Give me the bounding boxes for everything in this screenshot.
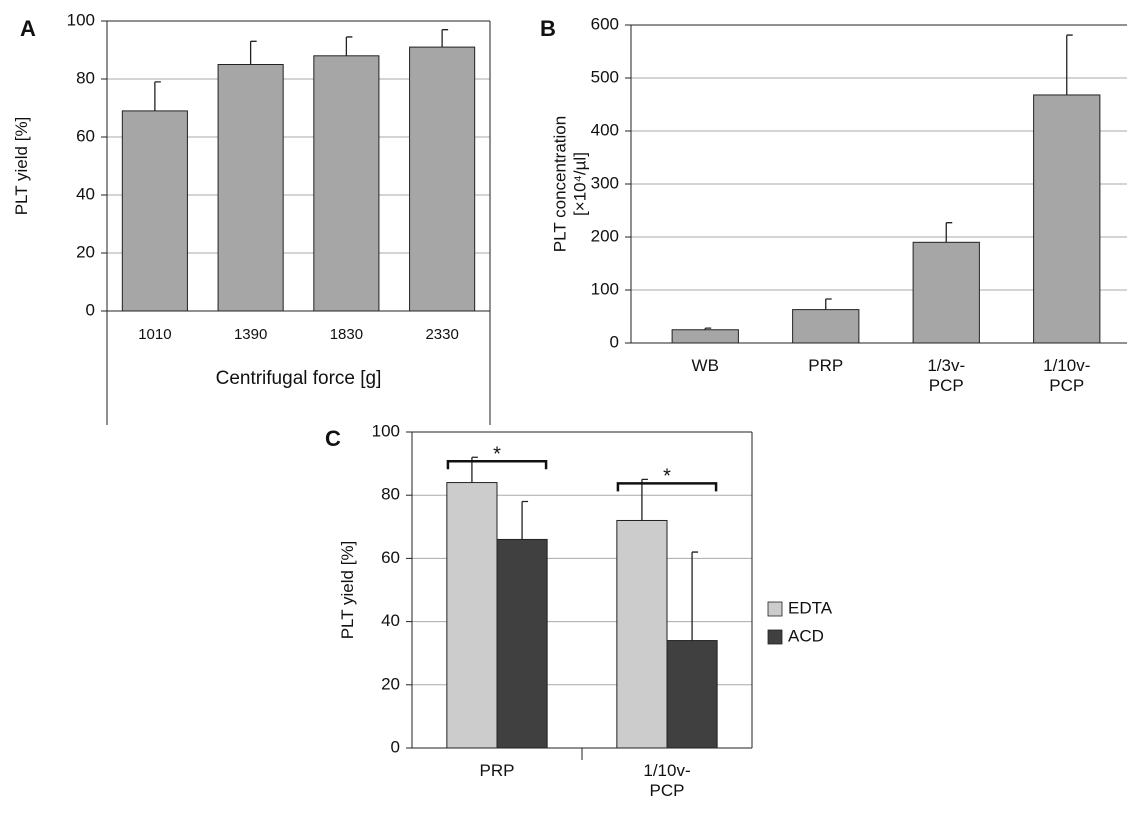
bar <box>313 55 380 312</box>
y-tick-label: 60 <box>381 548 400 567</box>
y-tick-label: 400 <box>591 120 619 139</box>
legend-swatch <box>767 629 783 645</box>
y-tick-label: 40 <box>76 184 95 203</box>
bar <box>446 482 498 749</box>
panel-label: A <box>20 16 36 41</box>
bar <box>496 538 548 749</box>
x-tick-label: 2330 <box>425 326 459 343</box>
y-tick-label: 60 <box>76 126 95 145</box>
error-bar <box>641 478 648 521</box>
error-bar <box>945 222 953 243</box>
error-bar <box>691 551 699 641</box>
y-tick-label: 0 <box>391 737 400 756</box>
significance-bracket <box>616 482 718 492</box>
y-tick-label: 80 <box>76 68 95 87</box>
y-tick-label: 80 <box>381 485 400 504</box>
x-tick-label: 1390 <box>233 326 268 343</box>
bar <box>409 46 476 312</box>
y-tick-label: 40 <box>381 611 400 630</box>
y-tick-label: 20 <box>76 242 95 261</box>
bar <box>616 519 668 749</box>
error-bar <box>441 29 449 48</box>
legend-label: EDTA <box>788 598 833 617</box>
x-axis-label: Centrifugal force [g] <box>215 368 382 389</box>
y-axis-label: PLT yield [%] <box>338 540 358 640</box>
x-tick-label: PRP <box>808 356 844 375</box>
y-tick-label: 100 <box>372 421 400 440</box>
y-axis-label: PLT yield [%] <box>12 116 32 216</box>
error-bar <box>154 81 161 111</box>
bar <box>671 329 739 344</box>
significance-bracket <box>446 460 548 470</box>
legend-swatch <box>767 601 783 617</box>
bar <box>912 241 980 344</box>
x-tick-label: 1830 <box>329 326 364 343</box>
error-bar <box>249 40 257 65</box>
y-tick-label: 500 <box>591 67 619 86</box>
annotation: * <box>663 466 671 488</box>
error-bar <box>1066 34 1073 95</box>
x-tick-label: 1/10v-PCP <box>1043 356 1091 395</box>
panel-label: B <box>540 16 556 41</box>
y-tick-label: 200 <box>591 226 619 245</box>
y-tick-label: 300 <box>591 173 619 192</box>
bar <box>217 64 284 312</box>
x-tick-label: 1/10v-PCP <box>643 761 691 800</box>
y-tick-label: 0 <box>610 332 619 351</box>
error-bar <box>345 36 353 56</box>
bar <box>792 309 860 344</box>
y-tick-label: 20 <box>381 674 400 693</box>
error-bar <box>521 500 529 540</box>
x-tick-label: WB <box>691 356 719 375</box>
panel-label: C <box>325 426 341 451</box>
legend-label: ACD <box>788 626 824 645</box>
bar <box>121 110 188 312</box>
bar <box>666 640 718 749</box>
y-tick-label: 600 <box>591 14 619 33</box>
annotation: * <box>493 444 501 466</box>
y-tick-label: 100 <box>67 10 95 29</box>
x-tick-label: PRP <box>479 761 515 780</box>
error-bar <box>825 298 832 310</box>
y-tick-label: 0 <box>86 300 95 319</box>
y-tick-label: 100 <box>591 279 619 298</box>
bar <box>1033 94 1101 344</box>
y-axis-label: PLT concentration [×10⁴/µl] <box>550 115 589 253</box>
x-tick-label: 1010 <box>138 326 172 343</box>
x-tick-label: 1/3v-PCP <box>927 356 966 395</box>
error-bar <box>704 327 712 330</box>
